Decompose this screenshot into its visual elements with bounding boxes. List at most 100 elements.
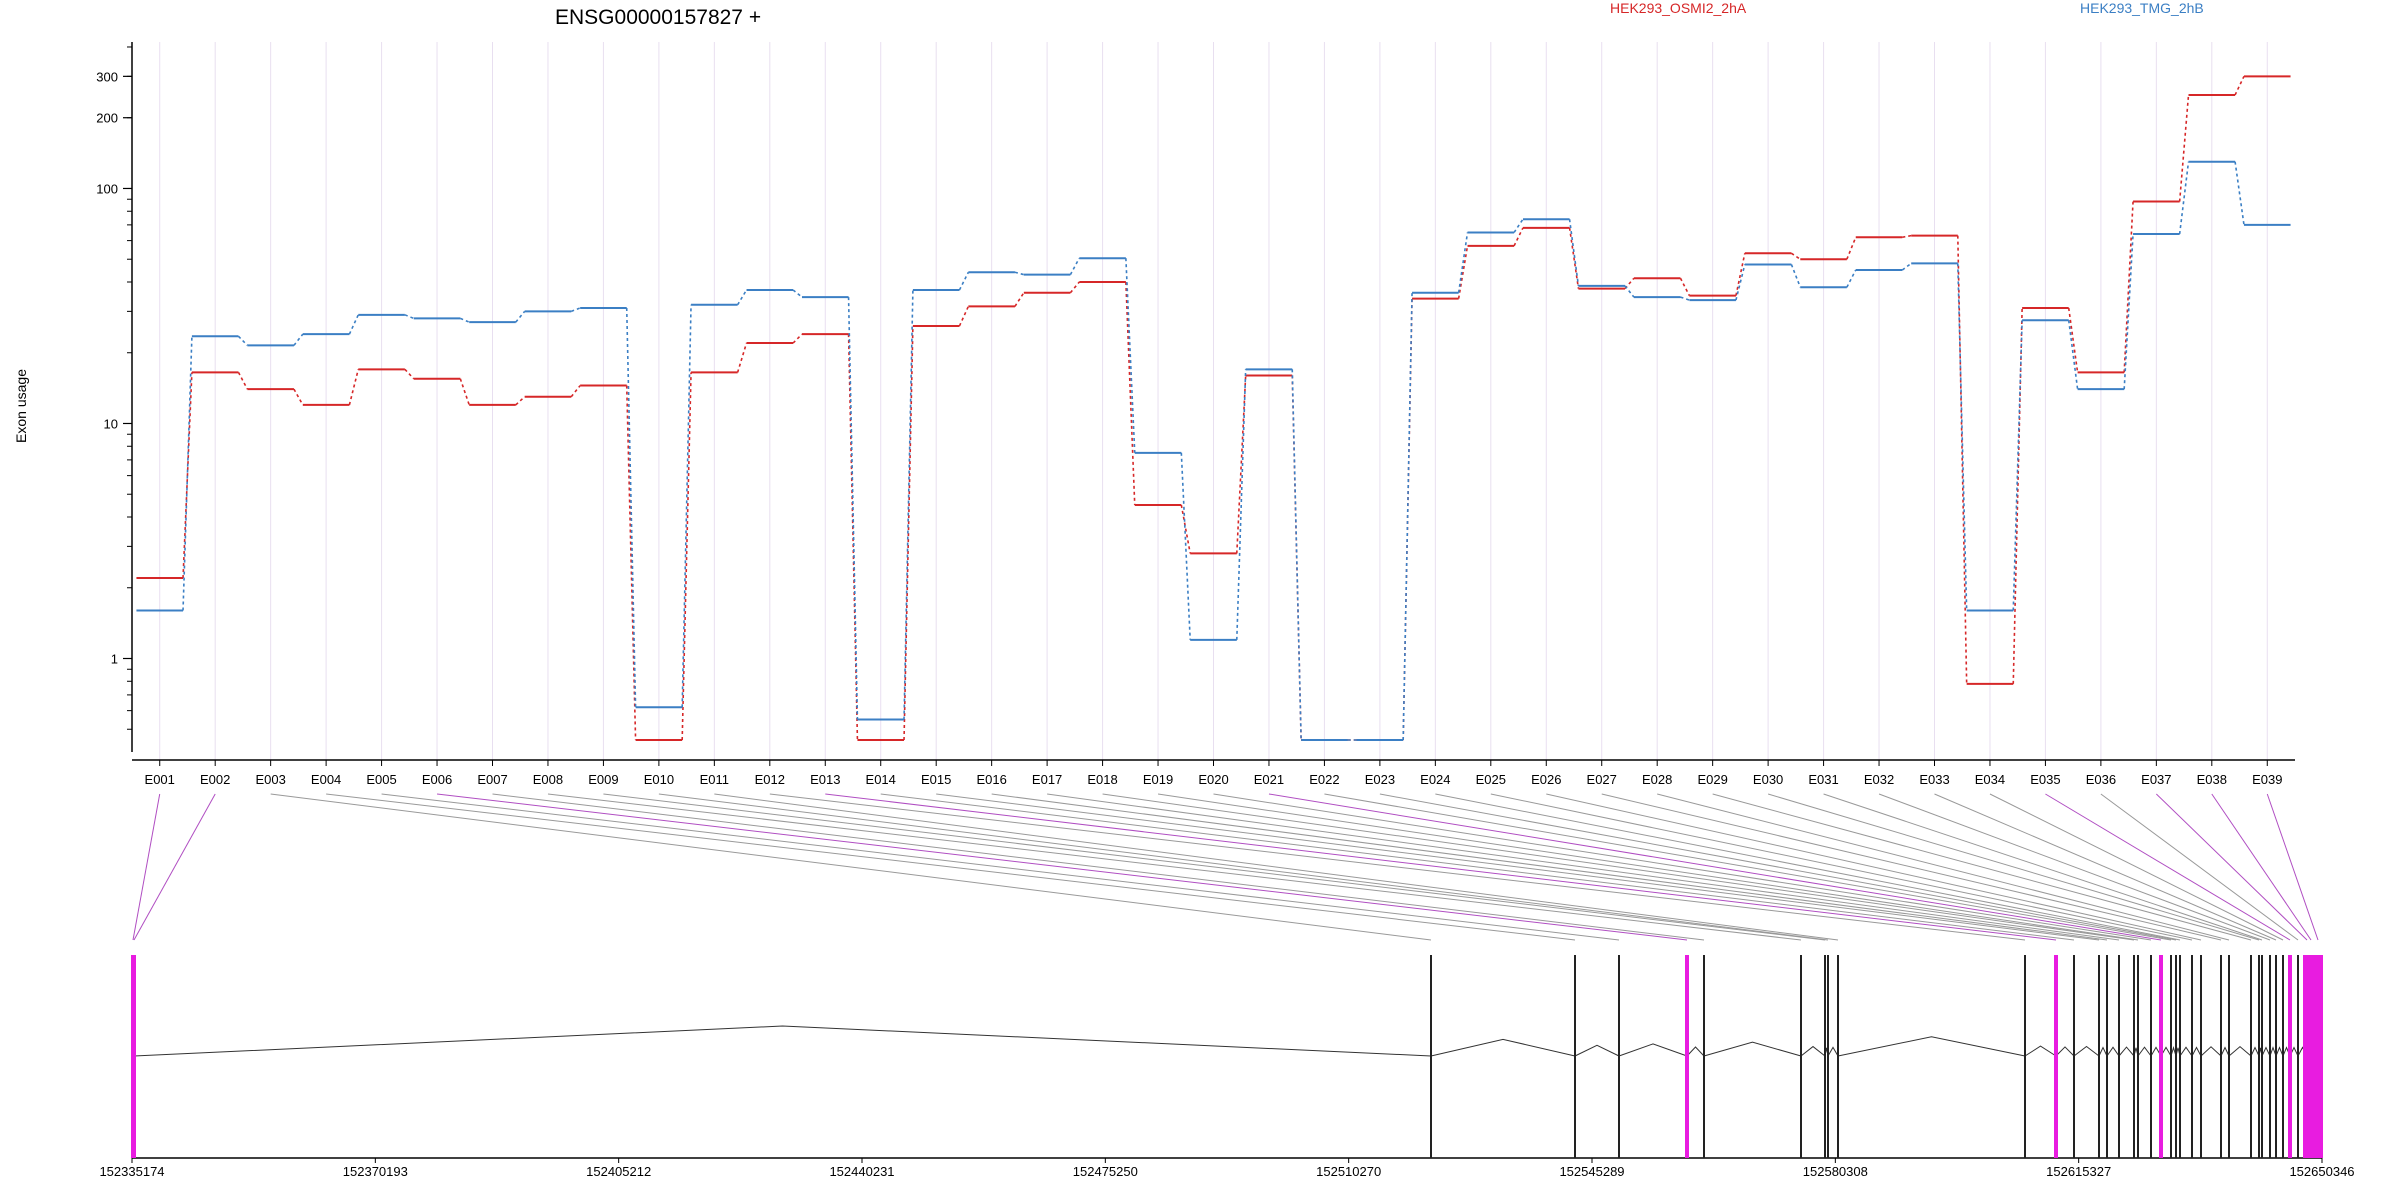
exon-bar bbox=[2179, 955, 2181, 1158]
x-tick-label: E004 bbox=[311, 772, 341, 787]
series-connector bbox=[182, 372, 193, 579]
series-connector bbox=[1735, 264, 1746, 301]
x-tick-label: E010 bbox=[644, 772, 674, 787]
series-connector bbox=[237, 335, 248, 346]
y-tick-label: 1 bbox=[111, 652, 118, 667]
exon-map-line bbox=[1324, 793, 2172, 941]
exon-bar bbox=[2133, 955, 2135, 1158]
y-tick-label: 300 bbox=[96, 69, 118, 84]
exon-bar bbox=[2297, 955, 2299, 1158]
exon-bar bbox=[2275, 955, 2277, 1158]
exon-bar bbox=[1800, 955, 1802, 1158]
x-tick-label: E017 bbox=[1032, 772, 1062, 787]
x-tick-label: E029 bbox=[1697, 772, 1727, 787]
exon-bar bbox=[2261, 955, 2263, 1158]
series-layer bbox=[136, 75, 2291, 741]
series-connector bbox=[348, 314, 360, 335]
intron bbox=[2179, 1046, 2193, 1057]
series-connector bbox=[459, 378, 470, 406]
intron bbox=[2261, 1046, 2271, 1057]
intron bbox=[133, 1025, 1432, 1057]
x-tick-label: E006 bbox=[422, 772, 452, 787]
series-connector bbox=[1735, 253, 1746, 296]
x-tick-label: E014 bbox=[866, 772, 896, 787]
exon-bar bbox=[2159, 955, 2163, 1158]
x-tick-label: E001 bbox=[145, 772, 175, 787]
x-tick-label: E008 bbox=[533, 772, 563, 787]
x-tick-label: E016 bbox=[976, 772, 1006, 787]
x-tick-label: E037 bbox=[2141, 772, 2171, 787]
exon-bar bbox=[2220, 955, 2222, 1158]
series-connector bbox=[1901, 262, 1912, 271]
series-connector bbox=[1180, 504, 1191, 554]
exon-bar bbox=[1618, 955, 1620, 1158]
exon-bar bbox=[1824, 955, 1826, 1158]
series-connector bbox=[1790, 252, 1801, 260]
exon-map-line bbox=[880, 793, 2075, 941]
x-tick-label: E031 bbox=[1808, 772, 1838, 787]
intron bbox=[2275, 1046, 2284, 1057]
series-connector bbox=[1956, 263, 1968, 611]
legend-series-2: HEK293_TMG_2hB bbox=[2080, 0, 2204, 16]
exon-bar bbox=[1430, 955, 1432, 1158]
series-connector bbox=[736, 289, 748, 306]
legend-series-1: HEK293_OSMI2_2hA bbox=[1610, 0, 1747, 16]
exon-bar bbox=[2150, 955, 2152, 1158]
grid-layer bbox=[159, 42, 2268, 760]
y-tick-label: 200 bbox=[96, 111, 118, 126]
exon-map-line bbox=[1657, 793, 2230, 941]
exon-bar bbox=[1837, 955, 1839, 1158]
exon-map-line bbox=[1989, 793, 2284, 941]
x-tick-label: E027 bbox=[1587, 772, 1617, 787]
series-connector bbox=[681, 304, 692, 708]
genome-tick-label: 152440231 bbox=[829, 1164, 894, 1179]
series-connector bbox=[1291, 369, 1302, 741]
intron bbox=[2106, 1046, 2120, 1057]
x-tick-label: E012 bbox=[755, 772, 785, 787]
exon-map-line bbox=[1601, 793, 2222, 941]
series-connector bbox=[1846, 269, 1857, 288]
series-connector bbox=[2178, 94, 2190, 202]
series-connector bbox=[348, 369, 360, 406]
series-connector bbox=[1457, 232, 1469, 293]
intron bbox=[2024, 1045, 2057, 1057]
exon-map-line bbox=[547, 793, 1802, 941]
exon-map-line bbox=[714, 793, 1839, 941]
genome-tick-label: 152370193 bbox=[343, 1164, 408, 1179]
exon-bar bbox=[2175, 955, 2177, 1158]
exon-map-line bbox=[1823, 793, 2263, 941]
series-connector bbox=[1568, 227, 1580, 289]
x-tick-label: E025 bbox=[1476, 772, 1506, 787]
series-connector bbox=[2067, 320, 2079, 390]
exon-bar bbox=[2191, 955, 2193, 1158]
exon-map-line bbox=[2100, 793, 2299, 941]
x-tick-label: E034 bbox=[1975, 772, 2005, 787]
exon-bar bbox=[2098, 955, 2100, 1158]
exon-bar bbox=[2303, 955, 2323, 1158]
series-connector bbox=[958, 306, 970, 327]
series-connector bbox=[625, 307, 637, 708]
series-2 bbox=[136, 160, 2291, 741]
series-connector bbox=[570, 385, 581, 398]
series-connector bbox=[1790, 264, 1802, 288]
intron bbox=[1618, 1043, 1688, 1057]
series-connector bbox=[515, 310, 526, 323]
x-tick-label: E020 bbox=[1198, 772, 1228, 787]
x-tick-label: E024 bbox=[1420, 772, 1450, 787]
series-connector bbox=[2234, 75, 2245, 96]
exon-map-line bbox=[1490, 793, 2193, 941]
series-connector bbox=[1457, 245, 1469, 299]
exon-map-line bbox=[1047, 793, 2120, 941]
exon-map-line bbox=[658, 793, 1829, 941]
series-connector bbox=[1235, 375, 1247, 554]
exon-map-line bbox=[991, 793, 2108, 941]
exon-bar bbox=[132, 955, 136, 1158]
genome-tick-label: 152650346 bbox=[2289, 1164, 2354, 1179]
series-connector bbox=[182, 336, 193, 611]
x-tick-label: E038 bbox=[2197, 772, 2227, 787]
series-connector bbox=[792, 289, 803, 298]
genome-tick-label: 152405212 bbox=[586, 1164, 651, 1179]
x-tick-label: E023 bbox=[1365, 772, 1395, 787]
series-connector bbox=[1956, 235, 1968, 684]
